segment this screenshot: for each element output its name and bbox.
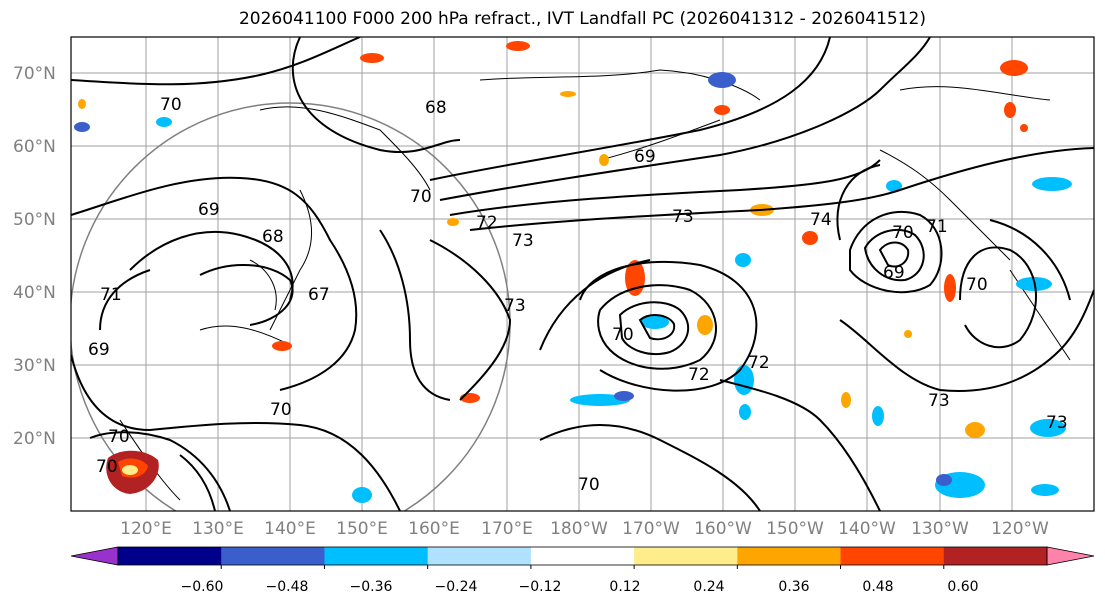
- contour-label: 70: [160, 95, 182, 115]
- colorbar-tick-label: −0.48: [266, 579, 309, 595]
- lon-label: 170°W: [622, 519, 680, 539]
- longitude-labels: 120°E 130°E 140°E 150°E 160°E 170°E 180°…: [120, 519, 1049, 539]
- contour-label: 73: [504, 296, 526, 316]
- lat-label: 60°N: [13, 137, 56, 157]
- colorbar-outline: [117, 546, 1048, 566]
- colorbar-extend-high: [1046, 546, 1095, 566]
- contour-label: 70: [966, 275, 988, 295]
- contour-label: 70: [270, 400, 292, 420]
- contour-labels: 70 68 69 68 71 67 69 70 72 73 69 73 74 7…: [88, 95, 1068, 495]
- contour-label: 70: [410, 187, 432, 207]
- latitude-labels: 70°N 60°N 50°N 40°N 30°N 20°N: [13, 64, 56, 449]
- colorbar-segment: [737, 547, 842, 565]
- colorbar-tick-label: 0.36: [778, 579, 809, 595]
- lon-label: 170°E: [481, 519, 533, 539]
- colorbar-segment: [530, 547, 635, 565]
- colorbar-tick-label: 0.12: [609, 579, 640, 595]
- contour-label: 68: [262, 227, 284, 247]
- map-background: [71, 37, 1094, 511]
- lon-label: 120°W: [991, 519, 1049, 539]
- map-frame: [70, 36, 1095, 512]
- contour-label: 68: [425, 98, 447, 118]
- lon-label: 130°W: [911, 519, 969, 539]
- contour-label: 70: [892, 223, 914, 243]
- contour-label: 71: [926, 217, 948, 237]
- map-title: 2026041100 F000 200 hPa refract., IVT La…: [238, 9, 926, 29]
- colorbar-segment: [943, 547, 1048, 565]
- contour-label: 69: [198, 200, 220, 220]
- lat-label: 40°N: [13, 283, 56, 303]
- contour-label: 73: [928, 391, 950, 411]
- contour-label: 69: [634, 147, 656, 167]
- contour-label: 73: [512, 231, 534, 251]
- contour-label: 70: [96, 457, 118, 477]
- colorbar-tick-labels: −0.60 −0.48 −0.36 −0.24 −0.12 0.12 0.24 …: [181, 579, 979, 595]
- colorbar-tick-label: 0.24: [693, 579, 724, 595]
- lon-label: 150°E: [336, 519, 388, 539]
- colorbar-tick-label: −0.60: [181, 579, 224, 595]
- contour-label: 67: [308, 285, 330, 305]
- lon-label: 140°E: [264, 519, 316, 539]
- colorbar-segment: [324, 547, 429, 565]
- lon-label: 150°W: [766, 519, 824, 539]
- colorbar-segment: [634, 547, 738, 565]
- contour-label: 73: [1046, 413, 1068, 433]
- lat-label: 20°N: [13, 429, 56, 449]
- contour-label: 70: [108, 427, 130, 447]
- colorbar-tick-label: −0.24: [435, 579, 478, 595]
- contour-label: 71: [100, 285, 122, 305]
- lon-label: 120°E: [120, 519, 172, 539]
- lat-label: 70°N: [13, 64, 56, 84]
- colorbar-segment: [221, 547, 325, 565]
- contour-label: 72: [476, 213, 498, 233]
- colorbar: [70, 546, 1095, 569]
- lon-label: 130°E: [192, 519, 244, 539]
- contour-label: 69: [883, 263, 905, 283]
- lon-label: 160°E: [408, 519, 460, 539]
- colorbar-segment: [118, 547, 222, 565]
- colorbar-extend-low: [70, 546, 119, 566]
- colorbar-tick-label: −0.12: [519, 579, 562, 595]
- contour-label: 74: [810, 210, 832, 230]
- contour-label: 69: [88, 340, 110, 360]
- lat-label: 30°N: [13, 356, 56, 376]
- refractivity-shading: [74, 41, 1072, 503]
- colorbar-tick-label: 0.48: [862, 579, 893, 595]
- lon-label: 180°W: [550, 519, 608, 539]
- contour-label: 72: [748, 353, 770, 373]
- lat-label: 50°N: [13, 210, 56, 230]
- colorbar-segment: [427, 547, 532, 565]
- contour-label: 70: [578, 475, 600, 495]
- coastlines: [119, 69, 1071, 501]
- refractivity-contours: [71, 37, 1094, 511]
- colorbar-tick-label: −0.36: [350, 579, 393, 595]
- contour-label: 73: [672, 207, 694, 227]
- colorbar-segment: [840, 547, 945, 565]
- contour-label: 70: [612, 325, 634, 345]
- lon-label: 140°W: [838, 519, 896, 539]
- lon-label: 160°W: [694, 519, 752, 539]
- colorbar-tick-label: 0.60: [947, 579, 978, 595]
- contour-label: 72: [688, 365, 710, 385]
